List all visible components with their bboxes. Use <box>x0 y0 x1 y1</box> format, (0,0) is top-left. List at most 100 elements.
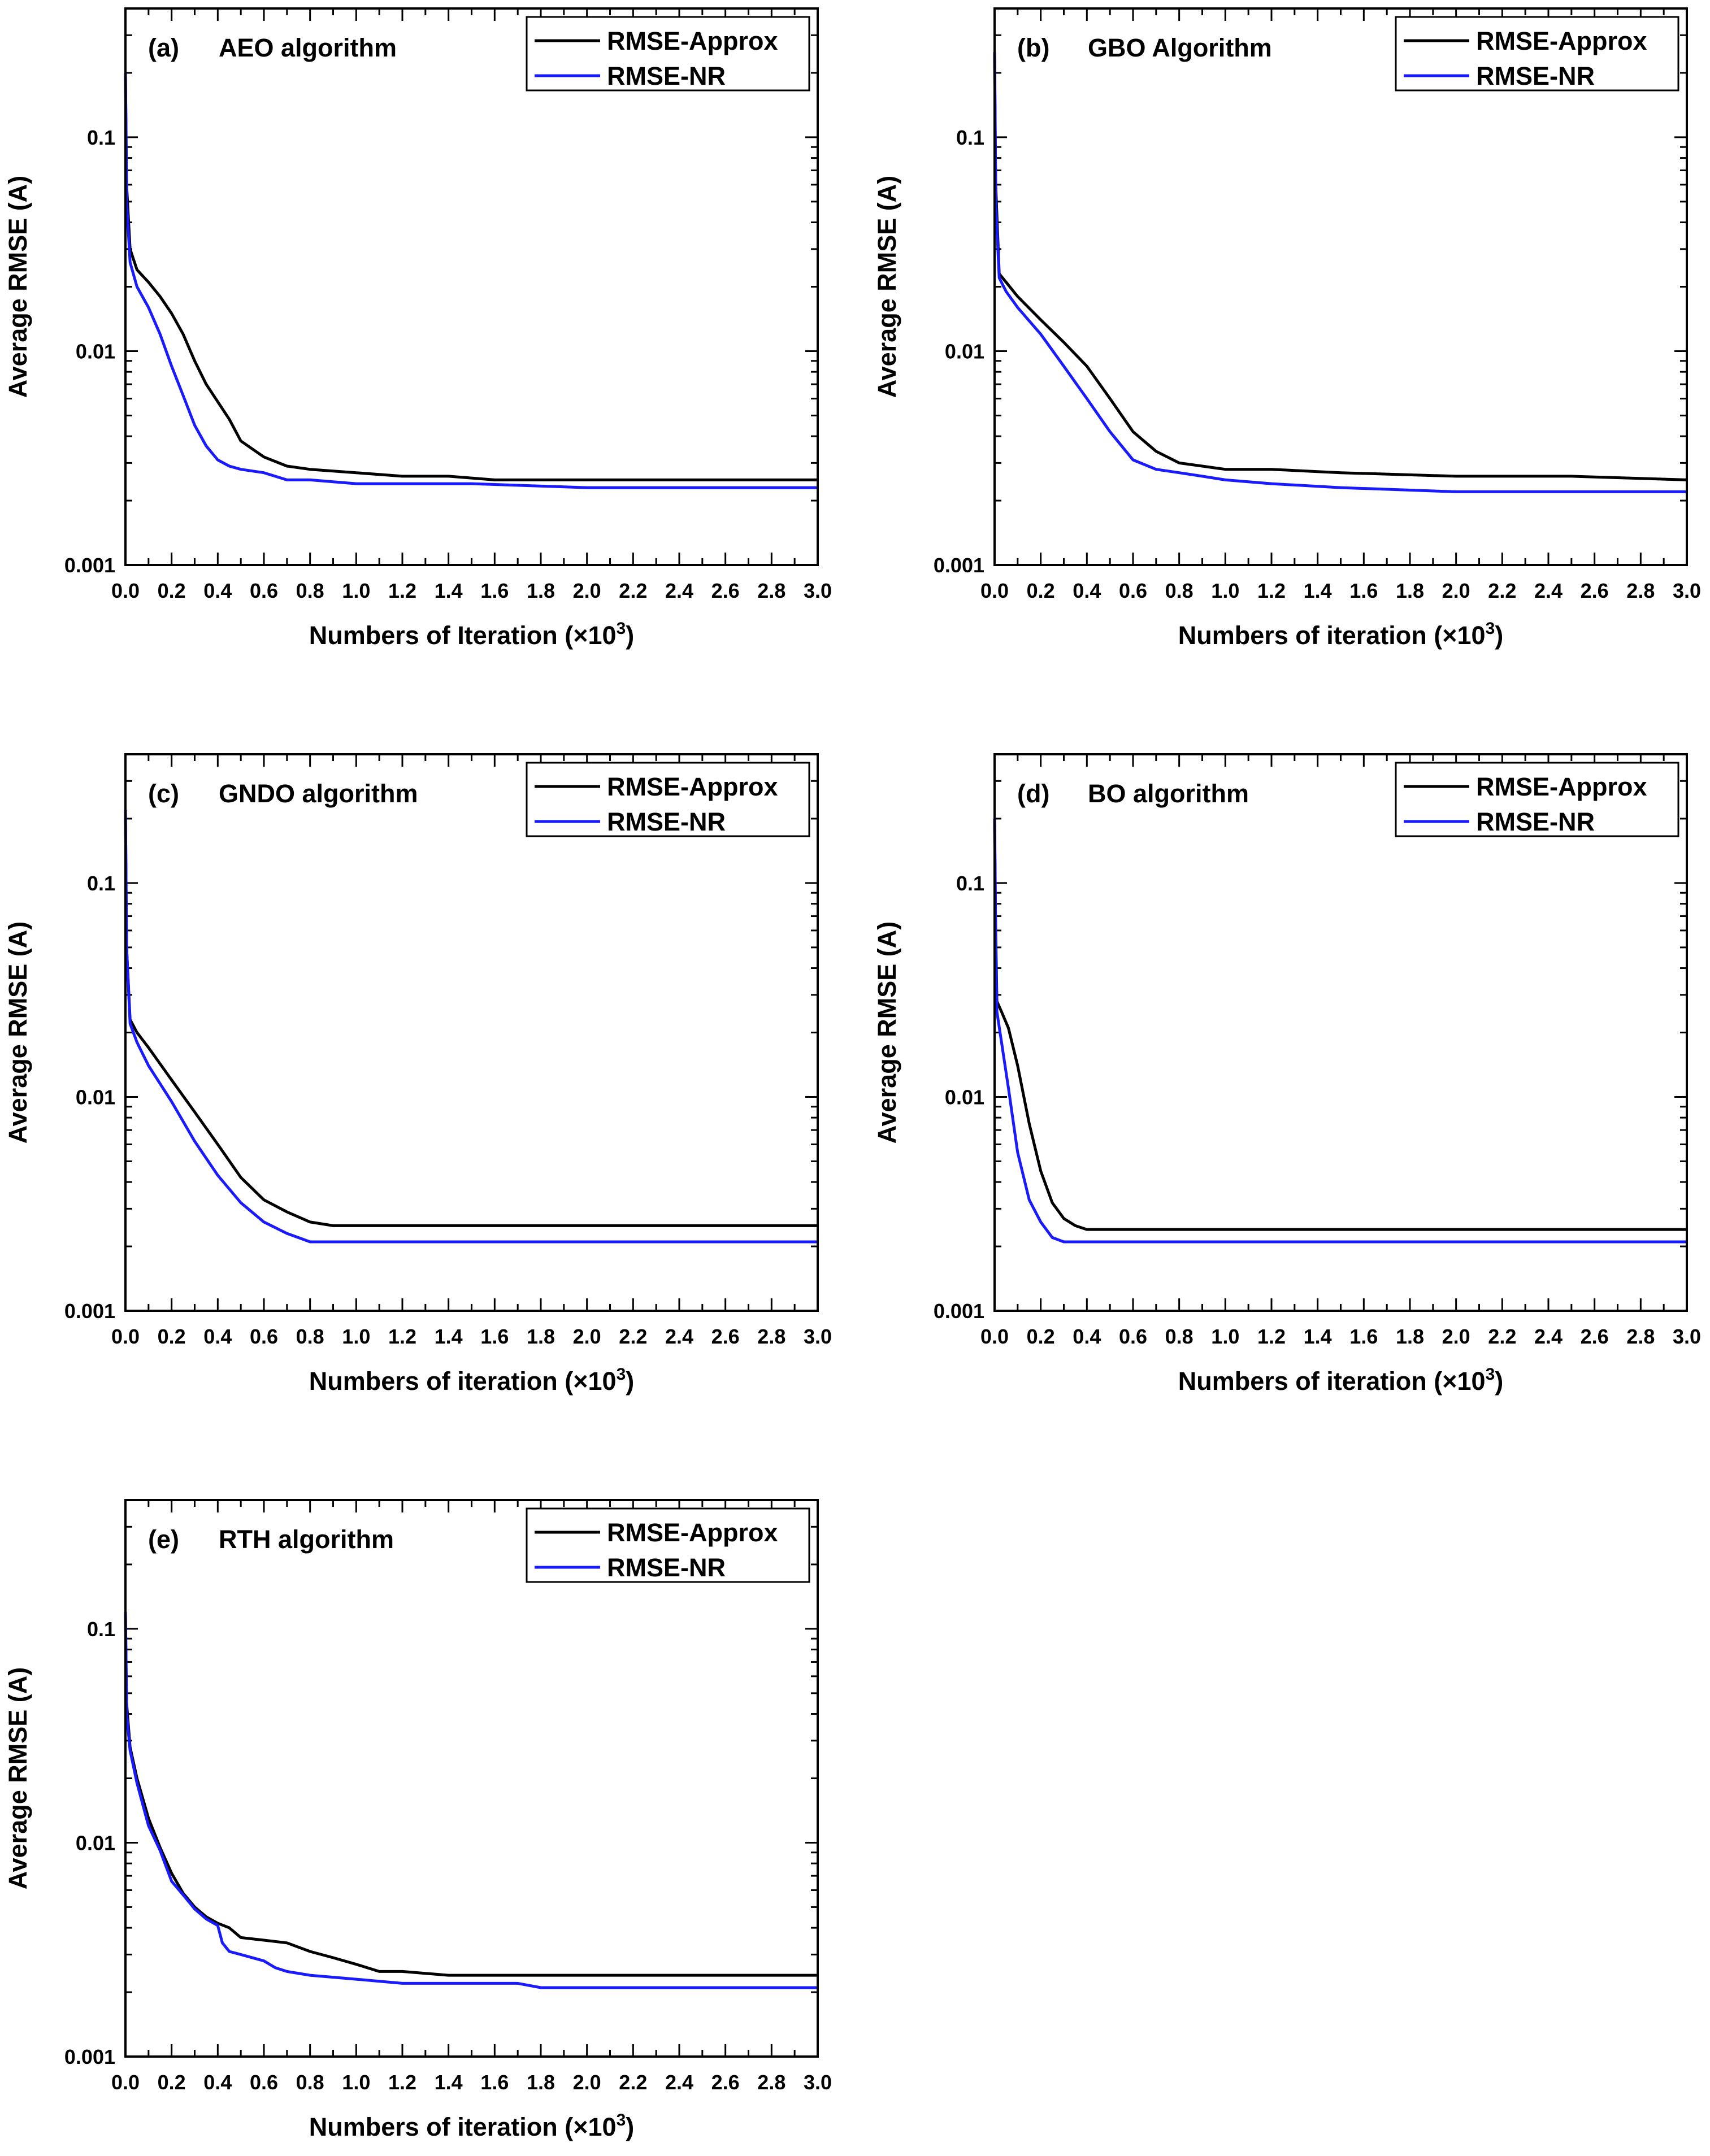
panel-label: (b) <box>1017 33 1049 62</box>
chart-panel: 0.001 0.01 0.1 0.0 0.2 0.4 0.6 0.8 1.0 1.2 1.4 1.6 1… <box>3 7 832 650</box>
x-tick-label: 1.8 <box>527 1325 555 1348</box>
y-tick-label: 0.1 <box>956 872 984 895</box>
legend-label: RMSE-NR <box>607 1553 726 1582</box>
legend-label: RMSE-NR <box>607 807 726 836</box>
chart-title: GNDO algorithm <box>219 779 418 808</box>
x-tick-label: 1.2 <box>388 2071 416 2094</box>
x-tick-label: 1.4 <box>435 579 463 602</box>
series-line-rmse-nr <box>124 810 818 1244</box>
x-tick-label: 0.0 <box>111 579 140 602</box>
chart-title: GBO Algorithm <box>1088 33 1272 62</box>
x-tick-label: 2.2 <box>1488 1325 1516 1348</box>
x-tick-label: 0.8 <box>1165 1325 1193 1348</box>
x-tick-label: 1.0 <box>342 1325 370 1348</box>
x-tick-label: 3.0 <box>1673 1325 1701 1348</box>
x-tick-label: 1.0 <box>342 579 370 602</box>
series-line-rmse-nr <box>124 1611 818 1989</box>
x-tick-label: 2.0 <box>573 1325 601 1348</box>
legend-label: RMSE-NR <box>607 62 726 90</box>
y-tick-label: 0.1 <box>87 872 115 895</box>
x-tick-label: 0.4 <box>203 1325 232 1348</box>
series-line-rmse-nr <box>993 52 1687 493</box>
plot-frame <box>993 753 1688 1312</box>
panel-label: (c) <box>148 779 179 808</box>
y-axis-title: Average RMSE (A) <box>873 921 901 1144</box>
plot-frame <box>124 7 819 566</box>
plot-frame <box>124 1499 819 2058</box>
x-tick-label: 2.8 <box>1626 579 1655 602</box>
legend-box <box>526 1507 810 1583</box>
x-tick-label: 1.6 <box>1349 579 1378 602</box>
x-tick-label: 0.6 <box>250 2071 278 2094</box>
x-tick-label: 1.4 <box>1304 579 1332 602</box>
legend-label: RMSE-Approx <box>607 1518 778 1547</box>
legend-box <box>526 16 810 92</box>
x-tick-label: 0.6 <box>1119 579 1147 602</box>
x-tick-label: 0.8 <box>1165 579 1193 602</box>
series-line-rmse-approx <box>993 818 1687 1231</box>
x-tick-label: 1.0 <box>342 2071 370 2094</box>
x-tick-label: 2.6 <box>711 2071 740 2094</box>
panel-label: (e) <box>148 1525 179 1554</box>
x-tick-label: 2.4 <box>1534 579 1563 602</box>
x-tick-label: 0.4 <box>203 2071 232 2094</box>
chart-title: RTH algorithm <box>219 1525 394 1554</box>
x-tick-label: 0.0 <box>980 579 1009 602</box>
x-tick-label: 2.6 <box>711 579 740 602</box>
x-axis-title: Numbers of iteration (×103) <box>309 2111 635 2141</box>
y-tick-label: 0.01 <box>76 1085 115 1109</box>
chart-panel: 0.001 0.01 0.1 0.0 0.2 0.4 0.6 0.8 1.0 1.2 1.4 1.6 1… <box>873 753 1701 1396</box>
x-tick-label: 3.0 <box>804 2071 832 2094</box>
y-tick-label: 0.001 <box>64 1299 115 1323</box>
series-line-rmse-nr <box>124 72 818 489</box>
y-tick-label: 0.01 <box>945 1085 984 1109</box>
x-tick-label: 1.6 <box>1349 1325 1378 1348</box>
x-tick-label: 1.6 <box>480 1325 509 1348</box>
x-tick-label: 1.2 <box>388 1325 416 1348</box>
x-tick-label: 0.2 <box>1027 1325 1055 1348</box>
x-tick-label: 0.6 <box>250 1325 278 1348</box>
x-tick-label: 0.4 <box>203 579 232 602</box>
x-axis-title: Numbers of Iteration (×103) <box>309 619 635 650</box>
plot-frame <box>993 7 1688 566</box>
x-tick-label: 0.8 <box>296 1325 324 1348</box>
x-tick-label: 0.8 <box>296 2071 324 2094</box>
x-tick-label: 2.0 <box>573 579 601 602</box>
x-tick-label: 2.4 <box>665 2071 693 2094</box>
chart-title: AEO algorithm <box>219 33 397 62</box>
x-tick-label: 3.0 <box>804 1325 832 1348</box>
x-tick-label: 2.4 <box>665 579 693 602</box>
x-tick-label: 2.8 <box>1626 1325 1655 1348</box>
x-tick-label: 2.2 <box>1488 579 1516 602</box>
y-tick-label: 0.001 <box>934 1299 984 1323</box>
x-tick-label: 0.2 <box>1027 579 1055 602</box>
x-tick-label: 1.4 <box>435 2071 463 2094</box>
panel-label: (a) <box>148 33 179 62</box>
y-axis-title: Average RMSE (A) <box>3 1667 32 1889</box>
x-tick-label: 0.0 <box>980 1325 1009 1348</box>
legend-label: RMSE-Approx <box>1476 27 1647 55</box>
x-tick-label: 2.4 <box>1534 1325 1563 1348</box>
x-tick-label: 1.4 <box>1304 1325 1332 1348</box>
x-tick-label: 1.8 <box>527 2071 555 2094</box>
x-tick-label: 1.2 <box>1257 1325 1286 1348</box>
chart-panel: 0.001 0.01 0.1 0.0 0.2 0.4 0.6 0.8 1.0 1.2 1.4 1.6 1… <box>3 1499 832 2141</box>
x-tick-label: 1.8 <box>527 579 555 602</box>
x-tick-label: 0.2 <box>158 2071 186 2094</box>
y-tick-label: 0.001 <box>934 554 984 577</box>
x-tick-label: 2.2 <box>619 579 647 602</box>
x-tick-label: 2.2 <box>619 2071 647 2094</box>
x-tick-label: 0.2 <box>158 1325 186 1348</box>
y-axis-title: Average RMSE (A) <box>3 176 32 398</box>
x-tick-label: 1.8 <box>1396 579 1424 602</box>
x-tick-label: 1.0 <box>1211 1325 1239 1348</box>
plot-frame <box>124 753 819 1312</box>
series-line-rmse-approx <box>124 810 818 1227</box>
x-tick-label: 0.2 <box>158 579 186 602</box>
legend-label: RMSE-Approx <box>607 27 778 55</box>
x-tick-label: 2.2 <box>619 1325 647 1348</box>
series-line-rmse-approx <box>993 52 1687 481</box>
x-tick-label: 2.8 <box>757 579 785 602</box>
y-tick-label: 0.1 <box>87 126 115 149</box>
